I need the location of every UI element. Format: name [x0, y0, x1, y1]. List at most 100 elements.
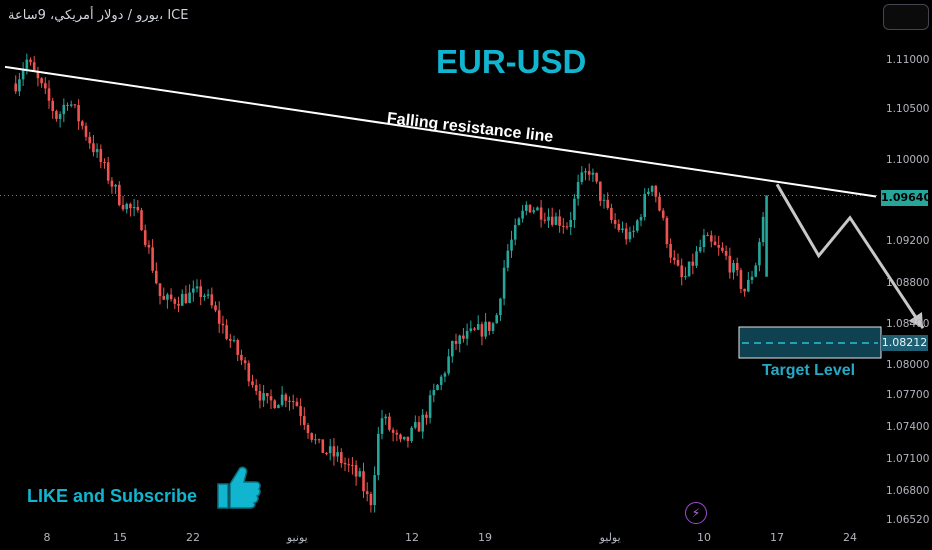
time-axis: 8 15 22 يونيو 12 19 يوليو 10 17 24	[44, 531, 858, 544]
time-tick-label: 8	[44, 531, 51, 544]
target-price-tag: 1.08212	[881, 335, 928, 351]
candle-body	[103, 161, 106, 163]
candle-body	[584, 171, 587, 173]
candle-body	[147, 244, 151, 248]
candle-body	[158, 283, 162, 296]
candle-body	[140, 210, 143, 231]
candle-body	[587, 171, 591, 175]
candle-body	[132, 206, 136, 209]
time-tick-label: 12	[405, 531, 419, 544]
candle-body	[636, 220, 639, 231]
candle-body	[188, 292, 191, 303]
candle-body	[69, 104, 73, 106]
candle-body	[765, 195, 768, 277]
candle-body	[310, 433, 314, 440]
candle-body	[713, 241, 717, 246]
candle-body	[495, 315, 499, 324]
projection-path	[775, 183, 925, 329]
candle-body	[380, 418, 384, 434]
candle-body	[547, 216, 550, 221]
candle-body	[410, 427, 413, 441]
candle-body	[277, 405, 280, 409]
current-price-tag: 1.09640	[881, 190, 932, 206]
candle-body	[554, 216, 558, 225]
candle-body	[328, 446, 332, 454]
candle-body	[251, 381, 254, 386]
candle-body	[710, 235, 713, 242]
candle-body	[676, 259, 680, 266]
candle-body	[317, 439, 321, 441]
price-tick-label: 1.10000	[886, 154, 929, 166]
candle-body	[332, 446, 336, 457]
candle-body	[462, 335, 465, 339]
candle-body	[761, 216, 765, 243]
candle-body	[650, 185, 654, 192]
candle-body	[269, 396, 273, 401]
candle-body	[536, 207, 539, 211]
candle-body	[513, 224, 517, 240]
candle-body	[47, 88, 51, 101]
candle-body	[99, 149, 103, 162]
candle-body	[351, 465, 354, 467]
symbol-label: يورو / دولار أمريكي، 9ساعة، ICE	[8, 8, 189, 23]
candle-body	[576, 182, 580, 199]
candle-body	[173, 299, 177, 304]
candle-body	[488, 321, 491, 331]
time-tick-label: 10	[697, 531, 711, 544]
candle-body	[40, 78, 43, 84]
candle-body	[206, 294, 210, 296]
lightning-icon[interactable]: ⚡	[685, 502, 707, 524]
candle-body	[118, 184, 121, 206]
candle-body	[510, 239, 513, 251]
candle-body	[62, 104, 66, 115]
like-subscribe-text[interactable]: LIKE and Subscribe	[27, 486, 198, 506]
candle-body	[706, 235, 709, 237]
candle-body	[388, 416, 391, 430]
time-tick-label: 22	[186, 531, 200, 544]
candle-body	[177, 303, 180, 306]
candle-body	[51, 100, 55, 112]
price-tick-label: 1.08800	[886, 277, 929, 289]
candle-body	[506, 250, 510, 268]
candle-body	[669, 243, 672, 258]
projection-arrowhead	[908, 312, 923, 329]
candle-body	[84, 125, 88, 137]
thumbs-up-icon[interactable]	[212, 462, 262, 512]
candle-body	[599, 181, 602, 201]
candle-body	[81, 121, 84, 126]
candle-body	[155, 270, 158, 284]
toolbar-button[interactable]	[883, 4, 929, 30]
candle-body	[25, 59, 29, 69]
candle-body	[192, 288, 195, 293]
candle-body	[44, 83, 47, 89]
candle-body	[314, 439, 317, 441]
candle-body	[499, 298, 502, 316]
candle-body	[724, 250, 728, 256]
candle-body	[673, 257, 676, 260]
candle-body	[702, 235, 706, 248]
candle-body	[539, 207, 543, 220]
candle-body	[136, 206, 140, 211]
price-tick-label: 1.08000	[886, 359, 929, 371]
candle-body	[687, 261, 691, 277]
candle-body	[661, 210, 665, 218]
candle-body	[743, 288, 746, 292]
candle-body	[343, 462, 347, 465]
candle-body	[402, 436, 406, 440]
candle-body	[647, 191, 650, 194]
candle-body	[125, 203, 129, 210]
candle-body	[728, 255, 732, 273]
candle-body	[580, 172, 584, 183]
candle-body	[362, 471, 365, 492]
price-axis: 1.11000 1.10500 1.10000 1.09200 1.08800 1.084…	[886, 54, 929, 526]
candle-body	[436, 384, 439, 390]
candle-body	[303, 416, 306, 425]
candle-body	[747, 279, 750, 292]
candle-body	[750, 276, 754, 280]
time-tick-label: 15	[113, 531, 127, 544]
candle-body	[106, 162, 110, 181]
candle-body	[169, 294, 173, 300]
candle-body	[717, 245, 721, 248]
candle-body	[721, 247, 724, 251]
